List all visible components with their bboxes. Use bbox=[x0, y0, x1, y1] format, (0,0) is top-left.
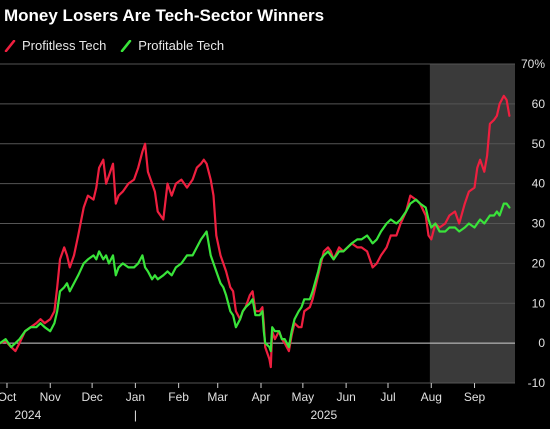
legend-item-profitless: Profitless Tech bbox=[4, 38, 106, 53]
x-year-label: 2025 bbox=[310, 408, 337, 422]
series-line-profitable-tech bbox=[0, 198, 511, 353]
y-tick-label: 60 bbox=[532, 97, 546, 111]
x-tick-label: Nov bbox=[40, 390, 61, 404]
x-year-label: 2024 bbox=[15, 408, 42, 422]
legend-label-profitable: Profitable Tech bbox=[138, 38, 225, 53]
x-tick-label: Jun bbox=[336, 390, 355, 404]
legend: Profitless Tech Profitable Tech bbox=[4, 38, 224, 53]
x-tick-label: Jan bbox=[126, 390, 145, 404]
y-tick-label: 70% bbox=[521, 57, 545, 71]
x-tick-label: Oct bbox=[0, 390, 17, 404]
legend-item-profitable: Profitable Tech bbox=[120, 38, 224, 53]
y-tick-label: 20 bbox=[532, 256, 546, 270]
y-tick-label: 40 bbox=[532, 177, 546, 191]
x-year-divider: | bbox=[134, 408, 137, 422]
y-tick-label: 30 bbox=[532, 217, 546, 231]
chart-title: Money Losers Are Tech-Sector Winners bbox=[4, 6, 325, 25]
x-tick-label: Apr bbox=[252, 390, 271, 404]
x-tick-label: May bbox=[292, 390, 315, 404]
y-tick-label: 50 bbox=[532, 137, 546, 151]
y-tick-label: 10 bbox=[532, 296, 546, 310]
legend-swatch-profitless-icon bbox=[4, 39, 16, 52]
x-tick-label: Mar bbox=[207, 390, 228, 404]
y-tick-label: 0 bbox=[538, 336, 545, 350]
x-tick-label: Aug bbox=[421, 390, 442, 404]
x-tick-label: Sep bbox=[464, 390, 486, 404]
y-tick-label: -10 bbox=[528, 376, 546, 390]
x-tick-label: Feb bbox=[168, 390, 189, 404]
legend-label-profitless: Profitless Tech bbox=[22, 38, 107, 53]
series-line-profitless-tech bbox=[0, 94, 511, 369]
x-tick-label: Dec bbox=[81, 390, 102, 404]
legend-swatch-profitable-icon bbox=[120, 39, 132, 52]
x-tick-label: Jul bbox=[380, 390, 395, 404]
